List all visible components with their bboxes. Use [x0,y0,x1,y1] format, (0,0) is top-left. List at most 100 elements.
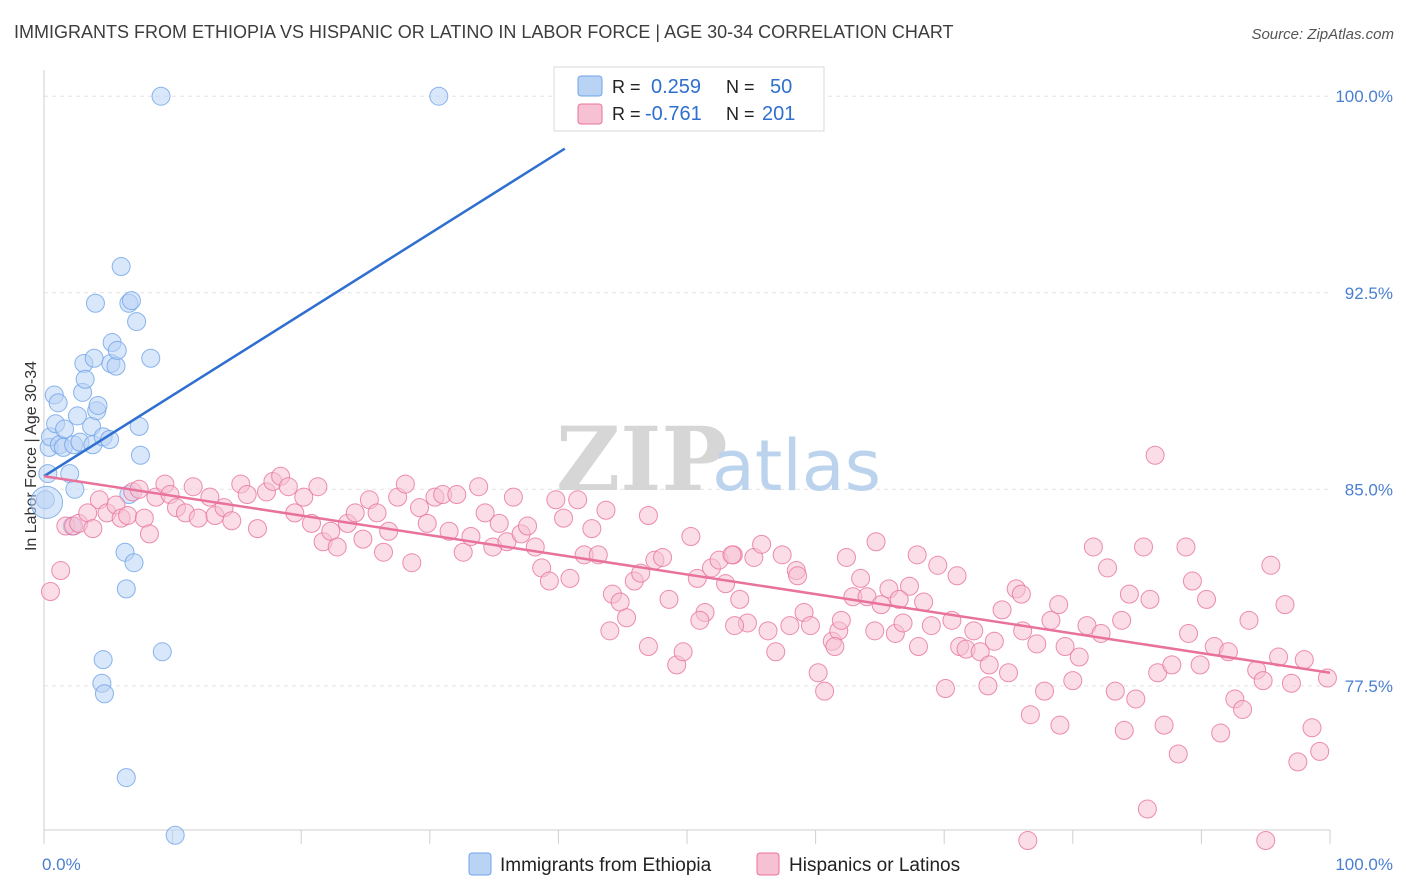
ethiopia-point [116,579,136,599]
hispanic-point [1063,671,1083,691]
ethiopia-point [94,684,114,704]
hispanic-point [1190,655,1210,675]
hispanic-point [653,547,673,567]
ethiopia-point [84,348,104,368]
ethiopia-point [165,825,185,845]
hispanic-point [935,678,955,698]
hispanic-point [908,637,928,657]
hispanic-point [83,519,103,539]
hispanic-point [970,642,990,662]
stats-legend: R = 0.259 N = 50 R = -0.761 N = 201 [553,66,825,132]
ethiopia-point [151,86,171,106]
ethiopia-point [48,393,68,413]
hispanic-point [560,568,580,588]
watermark: ZIP atlas [556,407,881,511]
hispanic-point [1197,589,1217,609]
hispanic-point [681,526,701,546]
x-tick-label-max: 100.0% [1335,855,1393,874]
y-tick-label: 92.5% [1345,284,1393,303]
hispanic-point [118,506,138,526]
bottom-legend: Immigrants from Ethiopia Hispanics or La… [468,852,960,876]
hispanic-point [582,519,602,539]
series-ethiopia-points [30,86,449,845]
hispanic-point [889,589,909,609]
hispanic-point [1211,723,1231,743]
ethiopia-point [127,312,147,332]
hispanic-point [1154,715,1174,735]
hispanic-point [1288,752,1308,772]
hispanic-point [439,521,459,541]
hispanic-point [183,477,203,497]
hispanic-point [1119,584,1139,604]
stats-swatch-hispanic [577,103,603,125]
hispanic-point [800,616,820,636]
hispanic-point [308,477,328,497]
hispanic-point [1027,634,1047,654]
ethiopia-point [106,356,126,376]
hispanic-point [374,542,394,562]
hispanic-point [345,503,365,523]
hispanic-point [453,542,473,562]
hispanic-point [1239,610,1259,630]
hispanic-point [1281,673,1301,693]
ethiopia-point [55,419,75,439]
hispanic-point [673,642,693,662]
hispanic-point [866,532,886,552]
hispanic-point [638,637,658,657]
hispanic-point [237,485,257,505]
legend-swatch-hispanic [756,852,780,876]
hispanic-point [1035,681,1055,701]
hispanic-point [772,545,792,565]
hispanic-point [907,545,927,565]
stats-r-label-hispanic: R = [612,104,641,124]
hispanic-point [447,485,467,505]
hispanic-point [617,608,637,628]
hispanic-point [851,568,871,588]
hispanic-point [1098,558,1118,578]
hispanic-point [928,555,948,575]
ethiopia-trend-line [43,147,566,478]
hispanic-point [1112,610,1132,630]
hispanic-point [1168,744,1188,764]
hispanic-point [978,676,998,696]
y-axis-ticks: 77.5% 85.0% 92.5% 100.0% [1335,87,1393,696]
hispanic-point [914,592,934,612]
x-tick-label-min: 0.0% [42,855,81,874]
hispanic-point [638,506,658,526]
hispanic-point [1233,699,1253,719]
hispanic-point [893,613,913,633]
hispanic-point [1253,671,1273,691]
hispanic-point [992,600,1012,620]
hispanic-point [1302,718,1322,738]
hispanic-point [554,508,574,528]
ethiopia-point [88,395,108,415]
hispanic-point [831,610,851,630]
hispanic-point [1083,537,1103,557]
hispanic-point [1162,655,1182,675]
stats-n-value-ethiopia: 50 [770,76,792,98]
hispanic-point [539,571,559,591]
ethiopia-point [130,445,150,465]
hispanic-point [1182,571,1202,591]
ethiopia-point [75,369,95,389]
hispanic-point [725,616,745,636]
ethiopia-point [111,257,131,277]
hispanic-point [836,547,856,567]
hispanic-point [1140,589,1160,609]
hispanic-point [596,500,616,520]
ethiopia-point [107,340,127,360]
x-axis-ticks [43,830,1331,844]
hispanic-point [568,490,588,510]
hispanic-point [758,621,778,641]
hispanic-point [1261,555,1281,575]
stats-r-value-ethiopia: 0.259 [651,76,701,98]
legend-label-ethiopia: Immigrants from Ethiopia [500,855,712,876]
hispanic-point [964,621,984,641]
hispanic-point [379,521,399,541]
hispanic-point [808,663,828,683]
hispanic-point [1018,830,1038,850]
hispanic-point [1256,830,1276,850]
hispanic-point [722,545,742,565]
x-axis: 0.0% 100.0% [42,829,1393,874]
